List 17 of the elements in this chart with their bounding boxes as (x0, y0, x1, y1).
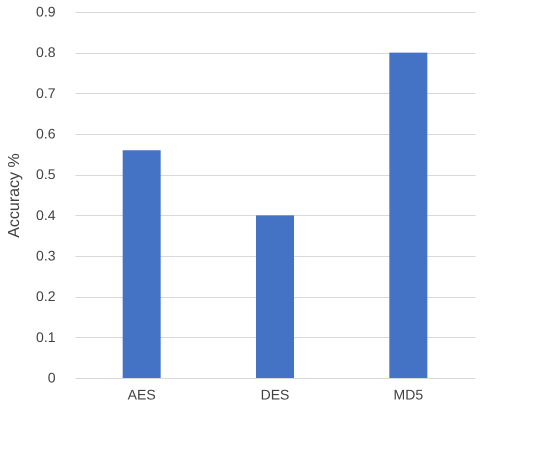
y-tick-label: 0.6 (36, 126, 56, 142)
bar (256, 215, 294, 378)
y-axis-title: Accuracy % (6, 153, 24, 238)
y-tick-label: 0.5 (36, 166, 56, 182)
y-tick-label: 0.4 (36, 206, 56, 223)
bar (122, 150, 161, 378)
y-tick-label: 0.1 (36, 328, 56, 345)
x-tick-label: MD5 (394, 386, 424, 402)
y-tick-label: 0 (48, 370, 56, 386)
y-tick-label: 0.7 (36, 84, 56, 101)
y-tick-label: 0.9 (36, 4, 56, 20)
x-tick-label: DES (260, 386, 290, 402)
y-tick-label: 0.3 (36, 248, 56, 264)
x-tick-label: AES (128, 386, 156, 402)
bar (389, 52, 428, 378)
y-tick-label: 0.8 (36, 44, 56, 60)
y-tick-label: 0.2 (36, 288, 56, 304)
